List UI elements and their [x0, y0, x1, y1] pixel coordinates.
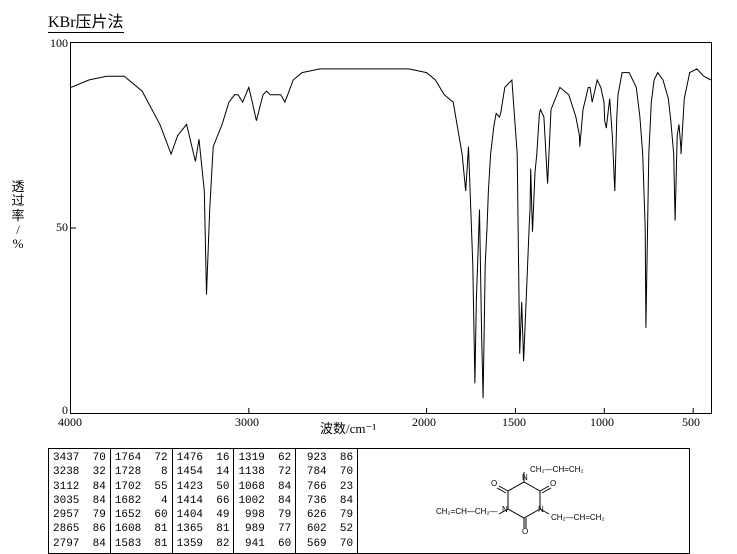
molecule-structure: N N N O O O CH₂—CH=CH₂ CH₂=CH—CH₂— CH₂—CH=CH… [358, 449, 689, 553]
svg-text:CH₂—CH=CH₂: CH₂—CH=CH₂ [530, 465, 584, 474]
ytick-100: 100 [48, 36, 68, 51]
svg-text:N: N [502, 505, 508, 514]
svg-text:N: N [538, 505, 544, 514]
peak-column: 1764 72 1728 8 1702 55 1682 4 1652 60 16… [111, 449, 173, 553]
svg-text:CH₂=CH—CH₂—: CH₂=CH—CH₂— [436, 507, 498, 516]
y-axis-label: 透过率/% [10, 180, 26, 251]
ir-spectrum-chart: 透过率/% 100 50 0 4000 3000 2000 1500 1000 … [0, 30, 737, 440]
svg-text:O: O [491, 479, 497, 488]
peak-column: 3437 70 3238 32 3112 84 3035 84 2957 79 … [49, 449, 111, 553]
spectrum-svg [71, 43, 711, 413]
peak-column: 1319 62 1138 72 1068 84 1002 84 998 79 9… [234, 449, 296, 553]
ytick-50: 50 [48, 220, 68, 235]
xtick-1500: 1500 [502, 415, 526, 430]
svg-text:O: O [522, 527, 528, 536]
xtick-1000: 1000 [590, 415, 614, 430]
svg-text:N: N [522, 473, 528, 482]
xtick-3000: 3000 [235, 415, 259, 430]
xtick-500: 500 [682, 415, 700, 430]
xtick-2000: 2000 [412, 415, 436, 430]
data-table-section: 3437 70 3238 32 3112 84 3035 84 2957 79 … [48, 448, 690, 554]
svg-text:O: O [550, 479, 556, 488]
plot-area [70, 42, 712, 414]
peak-column: 923 86 784 70 766 23 736 84 626 79 602 5… [296, 449, 358, 553]
x-axis-label: 波数/cm⁻¹ [320, 418, 376, 437]
svg-text:CH₂—CH=CH₂: CH₂—CH=CH₂ [551, 513, 605, 522]
xtick-4000: 4000 [58, 415, 82, 430]
peak-table: 3437 70 3238 32 3112 84 3035 84 2957 79 … [49, 449, 358, 553]
peak-column: 1476 16 1454 14 1423 50 1414 66 1404 49 … [173, 449, 235, 553]
